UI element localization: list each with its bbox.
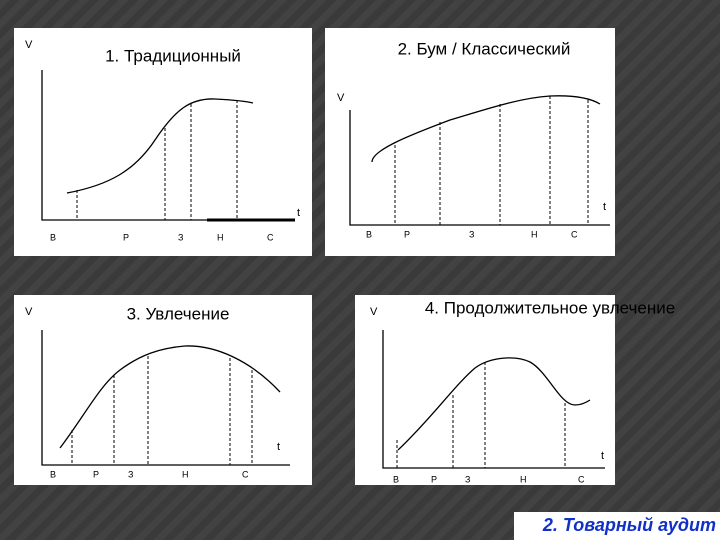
footer-bg bbox=[514, 512, 720, 540]
x-label: t bbox=[603, 201, 606, 213]
stage-label: С bbox=[267, 232, 274, 242]
panel-title: 4. Продолжительное увлечение bbox=[425, 298, 675, 317]
stage-label: З bbox=[469, 229, 474, 239]
panel: V 1. Традиционный t В Р З Н С bbox=[14, 28, 312, 256]
stage-label: Н bbox=[182, 469, 189, 479]
stage-label: В bbox=[366, 229, 372, 239]
stage-label: В bbox=[393, 474, 399, 484]
stage-label: С bbox=[578, 474, 585, 484]
footer-title: 2. Товарный аудит bbox=[542, 515, 716, 535]
stage-label: В bbox=[50, 232, 56, 242]
y-label: V bbox=[25, 39, 33, 51]
x-label: t bbox=[297, 207, 300, 219]
curve bbox=[66, 98, 254, 194]
stage-label: Н bbox=[531, 229, 538, 239]
stage-label: З bbox=[465, 474, 470, 484]
stage-label: З bbox=[128, 469, 133, 479]
panel-title: 1. Традиционный bbox=[105, 46, 241, 65]
stage-label: Р bbox=[93, 469, 99, 479]
stage-label: С bbox=[571, 229, 578, 239]
y-label: V bbox=[370, 306, 378, 318]
stage-label: Н bbox=[520, 474, 527, 484]
panel: V 3. Увлечение t В Р З Н С bbox=[14, 295, 312, 485]
stage-label: Р bbox=[123, 232, 129, 242]
stage-label: З bbox=[178, 232, 183, 242]
curve bbox=[59, 345, 281, 449]
stage-label: Р bbox=[404, 229, 410, 239]
panel: 2. Бум / Классический V t В Р З Н С bbox=[325, 28, 615, 256]
x-label: t bbox=[601, 450, 604, 462]
axes bbox=[382, 330, 605, 469]
panel: V 4. Продолжительное увлечение t В Р З Н С bbox=[355, 295, 675, 485]
stage-label: В bbox=[50, 469, 56, 479]
axes bbox=[349, 110, 610, 226]
axes bbox=[41, 330, 290, 466]
panel-bg bbox=[14, 28, 312, 256]
curve bbox=[397, 357, 591, 451]
panel-title: 2. Бум / Классический bbox=[398, 39, 571, 58]
stage-label: Н bbox=[217, 232, 224, 242]
stage-label: С bbox=[242, 469, 249, 479]
curve bbox=[371, 95, 601, 163]
panel-bg bbox=[325, 28, 615, 256]
y-label: V bbox=[337, 92, 345, 104]
panel-title: 3. Увлечение bbox=[127, 304, 230, 323]
y-label: V bbox=[25, 306, 33, 318]
x-label: t bbox=[277, 441, 280, 453]
panel-bg bbox=[14, 295, 312, 485]
stage-label: Р bbox=[431, 474, 437, 484]
